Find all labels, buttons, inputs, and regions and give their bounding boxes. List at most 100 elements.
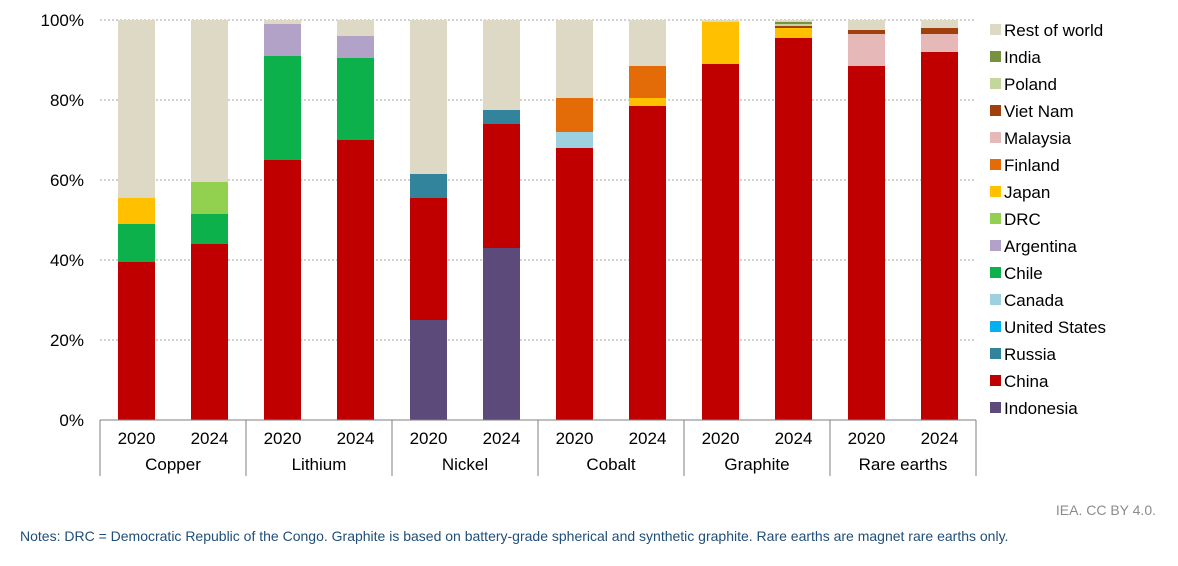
legend-label: China <box>1004 372 1049 391</box>
x-tick-label: 2024 <box>921 429 959 448</box>
y-tick-label: 60% <box>50 171 84 190</box>
legend-label: Finland <box>1004 156 1060 175</box>
bar-segment <box>483 20 520 110</box>
legend-label: Canada <box>1004 291 1064 310</box>
bar-segment <box>483 124 520 248</box>
bar-segment <box>337 36 374 58</box>
legend-label: Indonesia <box>1004 399 1078 418</box>
legend-swatch <box>990 105 1001 116</box>
legend-label: Russia <box>1004 345 1057 364</box>
x-tick-label: 2024 <box>629 429 667 448</box>
x-tick-label: 2020 <box>118 429 156 448</box>
bar-segment <box>921 34 958 52</box>
bar-segment <box>410 174 447 198</box>
legend-label: DRC <box>1004 210 1041 229</box>
credit-text: IEA. CC BY 4.0. <box>1055 502 1156 518</box>
group-label: Graphite <box>724 455 789 474</box>
y-tick-label: 80% <box>50 91 84 110</box>
bar-segment <box>848 30 885 34</box>
bar-segment <box>775 22 812 24</box>
bar-segment <box>848 34 885 66</box>
bar-segment <box>556 132 593 148</box>
bar-segment <box>702 64 739 420</box>
bar-segment <box>848 66 885 420</box>
y-tick-label: 0% <box>59 411 84 430</box>
group-label: Rare earths <box>859 455 948 474</box>
group-label: Nickel <box>442 455 488 474</box>
legend-label: Poland <box>1004 75 1057 94</box>
legend-label: India <box>1004 48 1041 67</box>
bar-segment <box>775 20 812 22</box>
y-tick-label: 20% <box>50 331 84 350</box>
legend-label: Rest of world <box>1004 21 1103 40</box>
legend-swatch <box>990 321 1001 332</box>
bar-segment <box>775 24 812 26</box>
bar-segment <box>118 224 155 262</box>
legend-swatch <box>990 267 1001 278</box>
bar-segment <box>410 320 447 420</box>
bar-segment <box>848 20 885 30</box>
bar-segment <box>775 28 812 38</box>
bar-segment <box>191 20 228 182</box>
bar-segment <box>191 244 228 420</box>
bar-segment <box>264 24 301 56</box>
bar-segment <box>702 22 739 64</box>
x-tick-label: 2020 <box>848 429 886 448</box>
bar-segment <box>556 98 593 132</box>
legend-label: Argentina <box>1004 237 1077 256</box>
group-label: Copper <box>145 455 201 474</box>
legend-swatch <box>990 24 1001 35</box>
bar-segment <box>118 20 155 198</box>
bar-segment <box>410 20 447 174</box>
legend-swatch <box>990 294 1001 305</box>
bar-segment <box>337 140 374 420</box>
bar-segment <box>264 160 301 420</box>
legend-swatch <box>990 213 1001 224</box>
legend-swatch <box>990 240 1001 251</box>
x-tick-label: 2020 <box>410 429 448 448</box>
group-label: Lithium <box>292 455 347 474</box>
bar-segment <box>921 20 958 28</box>
x-tick-label: 2024 <box>337 429 375 448</box>
bar-segment <box>629 66 666 98</box>
legend-label: Chile <box>1004 264 1043 283</box>
bar-segment <box>264 56 301 160</box>
bar-segment <box>556 20 593 98</box>
legend-label: United States <box>1004 318 1106 337</box>
bar-segment <box>483 248 520 420</box>
bar-segment <box>921 28 958 34</box>
bar-segment <box>556 148 593 420</box>
legend-swatch <box>990 402 1001 413</box>
legend-swatch <box>990 159 1001 170</box>
legend-label: Japan <box>1004 183 1050 202</box>
y-tick-label: 40% <box>50 251 84 270</box>
bar-segment <box>629 20 666 66</box>
bar-segment <box>337 20 374 36</box>
y-tick-label: 100% <box>41 11 84 30</box>
legend-swatch <box>990 78 1001 89</box>
bar-segment <box>921 52 958 420</box>
x-tick-label: 2024 <box>191 429 229 448</box>
x-tick-label: 2020 <box>556 429 594 448</box>
x-tick-label: 2020 <box>264 429 302 448</box>
bar-segment <box>483 110 520 124</box>
bar-segment <box>410 198 447 320</box>
x-tick-label: 2020 <box>702 429 740 448</box>
bar-segment <box>775 26 812 28</box>
x-tick-label: 2024 <box>483 429 521 448</box>
legend-label: Malaysia <box>1004 129 1072 148</box>
stacked-bar-chart: 0% 20% 40% 60% 80% 100% 2020 2024 2020 2024 2020 20… <box>41 11 1106 476</box>
x-tick-label: 2024 <box>775 429 813 448</box>
legend-swatch <box>990 186 1001 197</box>
bar-segment <box>775 38 812 420</box>
bar-segment <box>337 58 374 140</box>
group-label: Cobalt <box>586 455 635 474</box>
bar-segment <box>264 20 301 24</box>
legend-swatch <box>990 51 1001 62</box>
bar-segment <box>118 198 155 224</box>
legend-label: Viet Nam <box>1004 102 1074 121</box>
legend-swatch <box>990 375 1001 386</box>
bar-segment <box>629 106 666 420</box>
notes-text: Notes: DRC = Democratic Republic of the … <box>20 528 1009 544</box>
legend-swatch <box>990 132 1001 143</box>
